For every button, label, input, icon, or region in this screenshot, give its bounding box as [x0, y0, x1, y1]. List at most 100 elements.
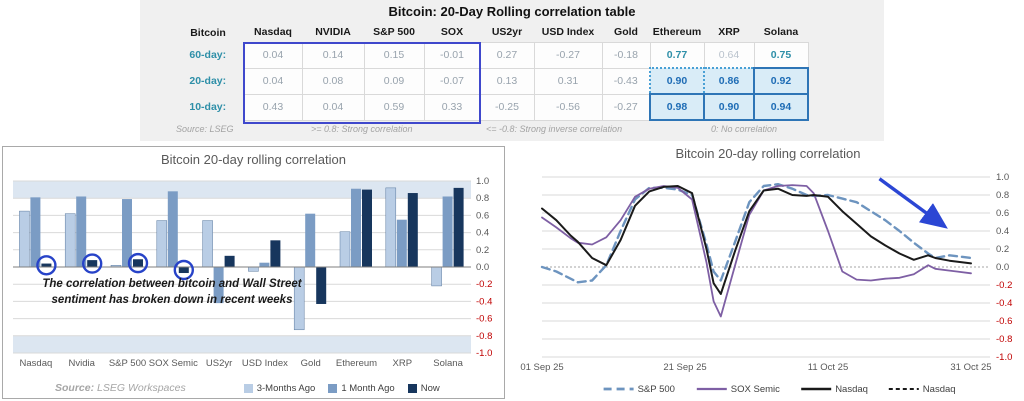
x-category-label: US2yr [206, 358, 232, 369]
x-category-label: Nasdaq [20, 358, 53, 369]
highlight-band [13, 335, 471, 353]
legend-item: 3-Months Ago [243, 383, 315, 394]
bar-now [453, 187, 464, 267]
y-tick-label: 0.2 [996, 244, 1009, 255]
bar-1-month-ago [442, 196, 453, 267]
bar-now [87, 260, 98, 267]
bar-1-month-ago [122, 199, 132, 267]
correlation-cell: -0.27 [601, 93, 651, 121]
bar-3-months-ago [202, 220, 213, 268]
y-tick-label: 0.4 [476, 228, 489, 239]
column-header: XRP [718, 26, 740, 39]
column-header: Gold [614, 26, 638, 39]
line-chart: 1.0 0.8 0.6 0.4 0.2 0.0 -0.2 -0.4 -0.6 -0.8 -1.0 01… [520, 172, 1012, 395]
x-category-label: Ethereum [336, 358, 377, 369]
source-text: LSEG Workspaces [94, 382, 186, 394]
bar-chart-panel: Bitcoin 20-day rolling correlation 1.0 0.… [2, 146, 505, 399]
bar-chart-source: Source: LSEG Workspaces [55, 382, 186, 394]
bar-1-month-ago [213, 267, 224, 304]
legend-label: 1 Month Ago [341, 382, 395, 394]
highlight-band [13, 181, 471, 199]
correlation-cell: 0.13 [479, 67, 535, 95]
bar-3-months-ago [64, 213, 76, 268]
row-label: 60-day: [189, 49, 227, 61]
bar-chart-title: Bitcoin 20-day rolling correlation [161, 152, 346, 167]
y-tick-label: -0.8 [476, 331, 492, 342]
correlation-cell: 0.59 [363, 93, 425, 121]
column-header: S&P 500 [373, 26, 415, 39]
correlation-cell: 0.09 [363, 67, 425, 95]
bar-now [41, 263, 52, 267]
bar-1-month-ago [396, 219, 407, 267]
line-chart-title: Bitcoin 20-day rolling correlation [675, 146, 861, 161]
y-tick-label: -0.4 [996, 298, 1012, 309]
x-tick-label: 11 Oct 25 [808, 362, 849, 373]
bar-1-month-ago [30, 197, 41, 267]
legend-item: Now [407, 382, 440, 394]
bar-now [316, 267, 327, 304]
bar-now [362, 189, 372, 267]
correlation-cell: -0.18 [601, 41, 651, 69]
bar-chart-legend: 3-Months Ago 1 Month Ago Now [243, 382, 440, 394]
bar-chart-footer: Source: LSEG Workspaces 3-Months Ago 1 Mo… [3, 382, 504, 394]
bar-1-month-ago [305, 213, 316, 267]
legend-item: 1 Month Ago [328, 382, 395, 394]
table-corner-bitcoin: Bitcoin [190, 26, 226, 39]
legend-label: Now [420, 382, 440, 394]
x-category-label: Solana [433, 358, 463, 369]
bar-1-month-ago [259, 262, 270, 267]
footnote: <= -0.8: Strong inverse correlation [486, 124, 623, 134]
bar-3-months-ago [385, 187, 397, 268]
correlation-cell: 0.90 [703, 93, 755, 121]
bar-chart-annotation: The correlation between bitcoin and Wall… [42, 278, 302, 306]
y-tick-label: 0.0 [996, 262, 1009, 273]
series-line-nasdaq [541, 185, 972, 295]
correlation-cell: 0.31 [533, 67, 603, 95]
correlation-cell: 0.75 [753, 41, 809, 69]
correlation-cell: 0.92 [753, 67, 809, 95]
bar-3-months-ago [431, 266, 442, 287]
x-tick-label: 01 Sep 25 [520, 362, 563, 373]
legend-label: S&P 500 [638, 384, 675, 395]
y-tick-label: 0.8 [996, 190, 1009, 201]
y-tick-label: 0.6 [996, 208, 1009, 219]
table-title: Bitcoin: 20-Day Rolling correlation tabl… [388, 4, 636, 19]
highlight-circle [127, 252, 149, 274]
correlation-cell: 0.86 [703, 67, 755, 95]
y-tick-label: 0.0 [476, 262, 489, 273]
column-header: USD Index [541, 26, 595, 39]
y-tick-label: -1.0 [996, 352, 1012, 363]
y-tick-label: -0.4 [476, 296, 492, 307]
correlation-cell: 0.64 [703, 41, 755, 69]
y-tick-label: -0.8 [996, 334, 1012, 345]
line-chart-panel: Bitcoin 20-day rolling correlation 1.0 0.… [512, 141, 1024, 401]
x-tick-label: 31 Oct 25 [950, 362, 991, 373]
legend-swatch [407, 383, 417, 393]
legend-swatch [328, 383, 338, 393]
bar-3-months-ago [156, 220, 168, 268]
correlation-cell: 0.27 [479, 41, 535, 69]
source-label: Source: [55, 382, 95, 394]
highlight-circle [173, 259, 195, 281]
bar-3-months-ago [339, 231, 351, 268]
row-label: 20-day: [189, 75, 227, 87]
correlation-cell: -0.07 [423, 67, 481, 95]
bar-3-months-ago [248, 266, 259, 272]
correlation-cell: 0.43 [243, 93, 303, 121]
row-label: 10-day: [189, 101, 227, 113]
bar-1-month-ago [167, 191, 178, 267]
y-tick-label: -0.6 [476, 314, 492, 325]
legend-label: Nasdaq [923, 384, 956, 395]
x-category-label: XRP [393, 358, 413, 369]
correlation-cell: 0.77 [649, 41, 705, 69]
x-category-label: Nvidia [68, 358, 95, 369]
x-category-label: USD Index [242, 358, 288, 369]
y-tick-label: 0.8 [476, 193, 489, 204]
correlation-cell: 0.90 [649, 67, 705, 95]
y-tick-label: -1.0 [476, 348, 492, 359]
x-category-label: SOX Semic [149, 358, 198, 369]
table-row: 60-day: 0.04 0.14 0.15 -0.01 0.27 -0.27 -0.18 0.… [178, 41, 809, 69]
footnote: Source: LSEG [176, 124, 234, 134]
y-tick-label: -0.2 [476, 279, 492, 290]
